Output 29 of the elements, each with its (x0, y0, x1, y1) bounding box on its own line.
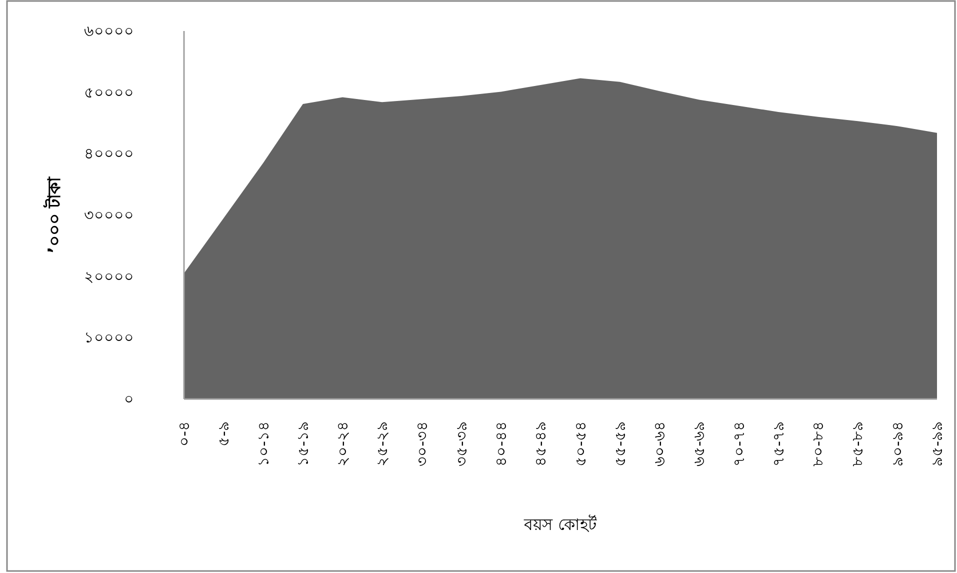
y-tick-label: ৩০০০০ (84, 206, 134, 224)
x-tick-label: ৬০-৬৪ (650, 421, 669, 466)
y-tick-label: ২০০০০ (84, 267, 134, 286)
x-tick-label: ৫৫-৫৯ (610, 421, 629, 466)
x-tick-label: ২৫-২৯ (373, 421, 392, 466)
x-tick-label: ৮০-৮৪ (809, 421, 828, 466)
x-tick-label: ৫-৯ (214, 421, 233, 446)
x-axis-title: বয়স কোহর্ট (522, 515, 598, 534)
x-tick-label: ৯০-৯৪ (888, 421, 906, 466)
y-tick-label: ৬০০০০ (84, 22, 134, 40)
x-tick-label: ৪০-৪৪ (492, 421, 510, 466)
x-tick-label: ৮৫-৮৯ (848, 421, 867, 466)
x-tick-label: ০-৪ (175, 421, 193, 446)
x-tick-label: ১০-১৪ (254, 421, 272, 466)
y-tick-label: ১০০০০ (84, 328, 134, 347)
x-tick-label: ৭৫-৭৯ (769, 421, 788, 466)
x-tick-label: ৫০-৫৪ (571, 421, 590, 466)
x-tick-label: ৬৫-৬৯ (690, 421, 708, 466)
y-tick-label: ৪০০০০ (84, 144, 134, 163)
x-tick-label: ৯৫-৯৯ (928, 421, 946, 466)
y-tick-label: ৫০০০০ (84, 83, 134, 102)
x-tick-label: ২০-২৪ (334, 421, 352, 466)
x-tick-label: ৭০-৭৪ (730, 421, 748, 466)
x-tick-label: ৩০-৩৪ (412, 421, 431, 466)
y-tick-label: ০ (124, 390, 134, 408)
x-tick-label: ১৫-১৯ (294, 421, 312, 466)
y-axis-title: ’০০০ টাকা (43, 176, 65, 254)
x-tick-label: ৪৫-৪৯ (532, 421, 550, 466)
x-tick-label: ৩৫-৩৯ (452, 421, 470, 466)
